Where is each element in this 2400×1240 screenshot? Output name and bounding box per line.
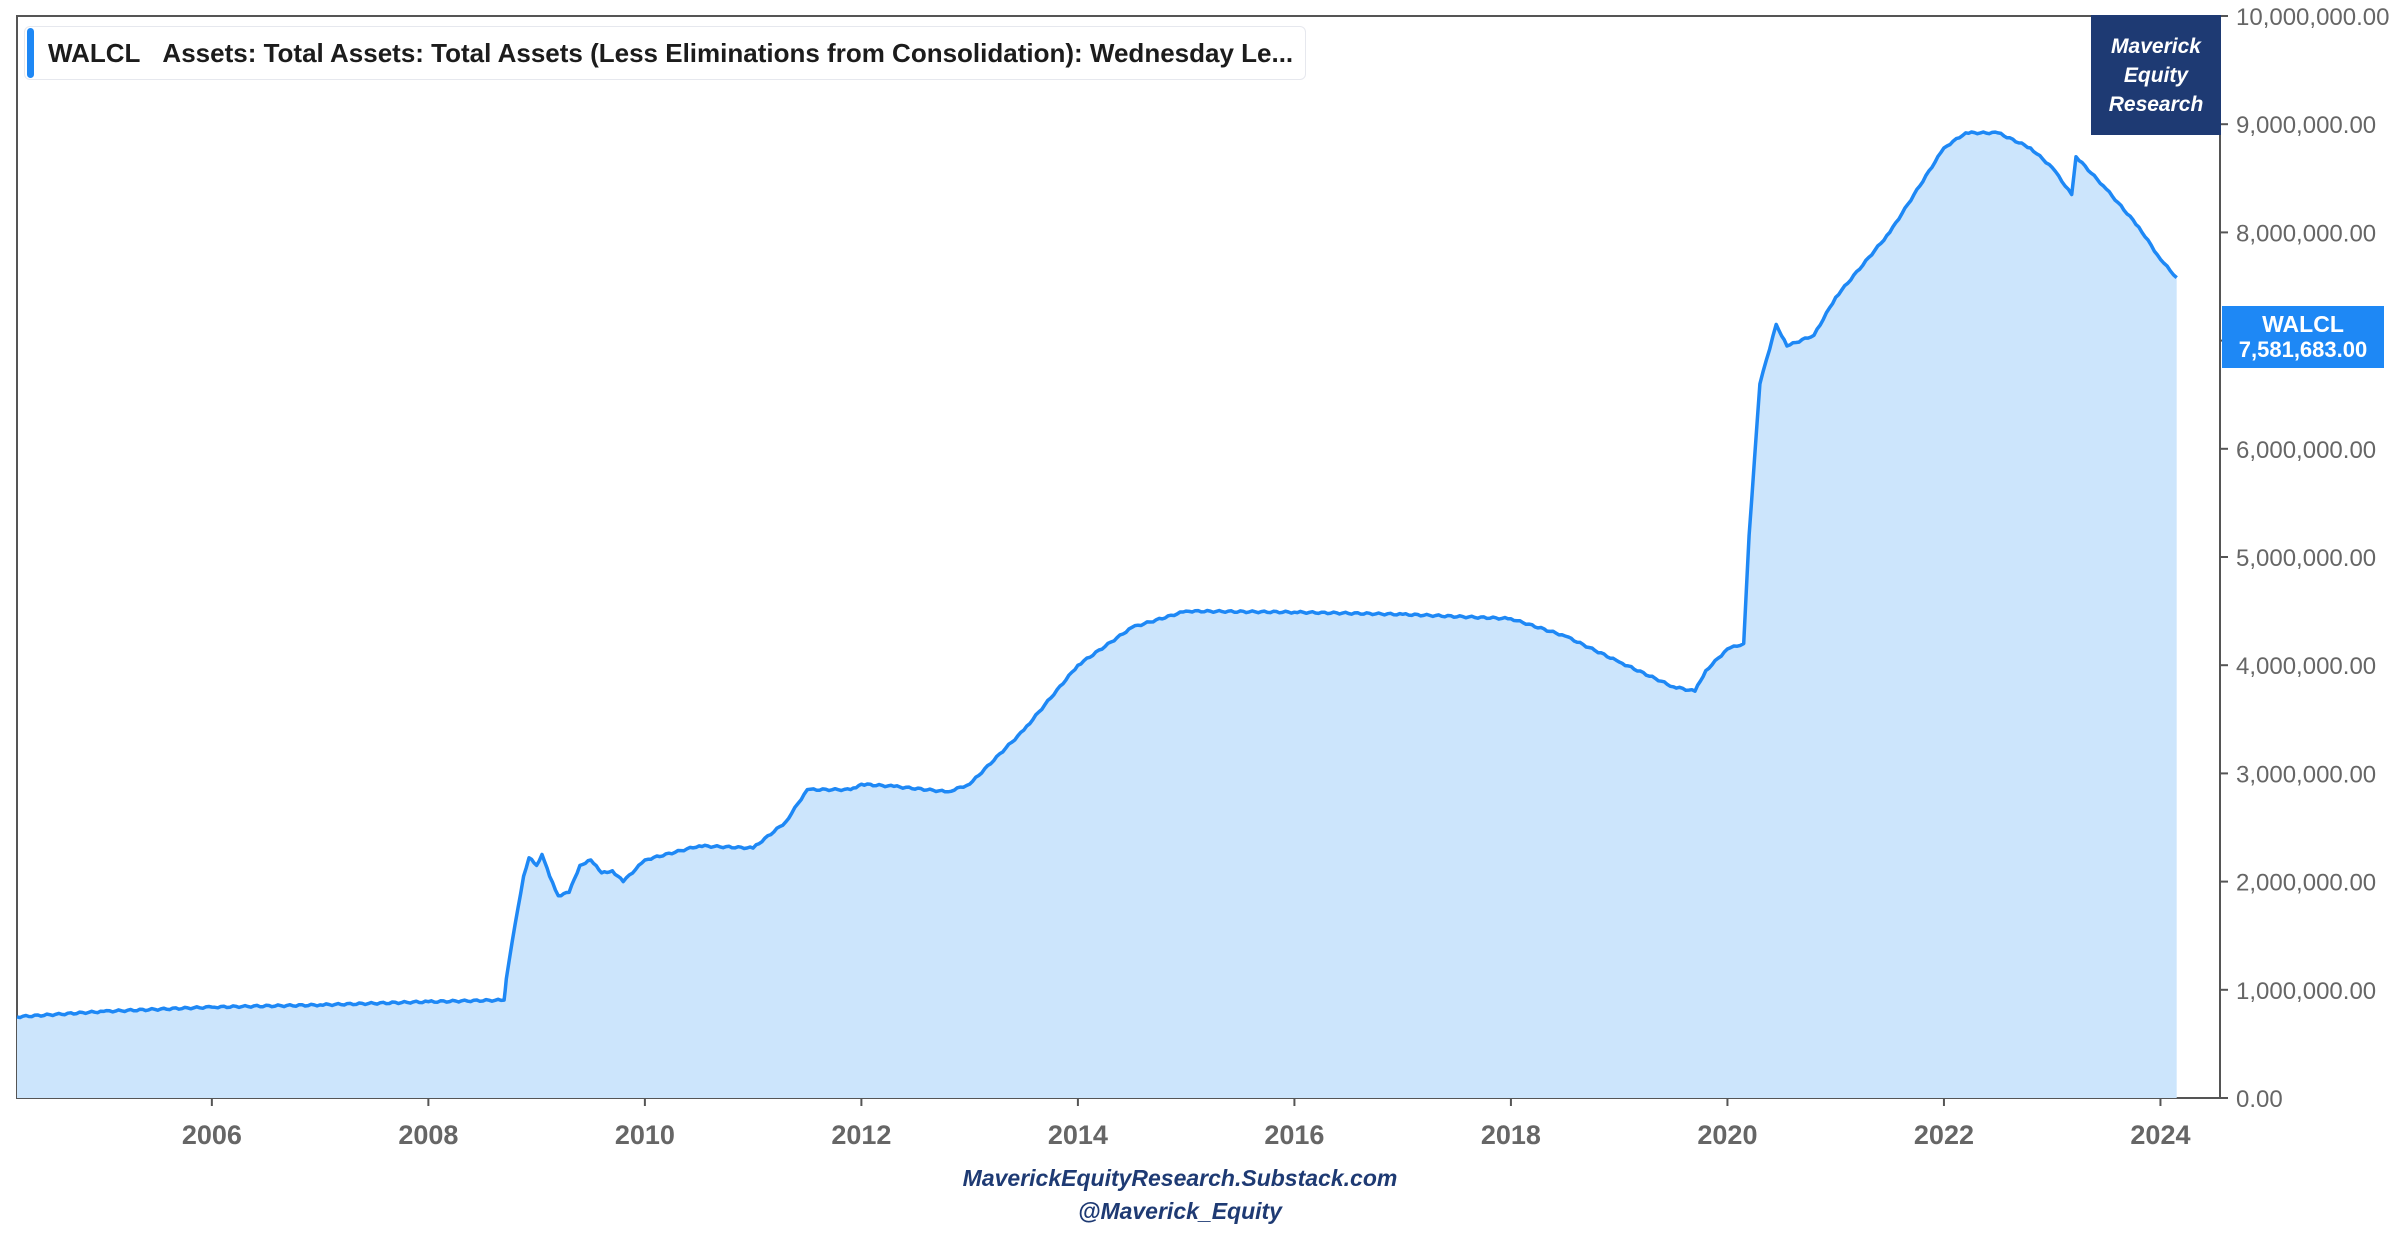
legend-symbol: WALCL — [48, 37, 141, 68]
x-tick-label: 2022 — [1914, 1120, 1974, 1150]
x-tick-label: 2010 — [615, 1120, 675, 1150]
x-tick-label: 2020 — [1697, 1120, 1757, 1150]
series-line-walcl — [16, 130, 2178, 1020]
brand-line-3: Research — [2108, 92, 2204, 116]
y-tick-label: 3,000,000.00 — [2236, 761, 2376, 788]
legend: WALCL Assets: Total Assets: Total Assets… — [24, 26, 1306, 80]
y-tick-label: 8,000,000.00 — [2236, 220, 2376, 247]
x-tick-label: 2016 — [1264, 1120, 1324, 1150]
x-tick-label: 2018 — [1481, 1120, 1541, 1150]
legend-swatch — [27, 28, 34, 78]
y-tick-label: 0.00 — [2236, 1086, 2283, 1113]
last-value-number: 7,581,683.00 — [2238, 337, 2368, 362]
last-value-symbol: WALCL — [2262, 311, 2344, 337]
footer-handle: @Maverick_Equity — [1078, 1198, 1282, 1224]
x-tick-label: 2012 — [831, 1120, 891, 1150]
y-tick-label: 6,000,000.00 — [2236, 437, 2376, 464]
footer-site-link[interactable]: MaverickEquityResearch.Substack.com — [962, 1165, 1398, 1191]
brand-line-2: Equity — [2123, 63, 2189, 87]
x-tick-label: 2006 — [182, 1120, 242, 1150]
y-tick-label: 2,000,000.00 — [2236, 870, 2376, 897]
legend-description: Assets: Total Assets: Total Assets (Less… — [162, 37, 1294, 68]
x-axis: 2006 2008 2010 2012 2014 2016 2018 2020 2022 2024 — [182, 1098, 2190, 1150]
y-tick-label: 5,000,000.00 — [2236, 545, 2376, 572]
x-tick-label: 2024 — [2130, 1120, 2190, 1150]
y-tick-label: 9,000,000.00 — [2236, 112, 2376, 139]
brand-line-1: Maverick — [2111, 34, 2201, 58]
y-tick-label: 4,000,000.00 — [2236, 653, 2376, 680]
y-tick-label: 1,000,000.00 — [2236, 978, 2376, 1005]
brand-logo: Maverick Equity Research — [2091, 15, 2221, 135]
x-tick-label: 2008 — [398, 1120, 458, 1150]
x-tick-label: 2014 — [1048, 1120, 1108, 1150]
last-value-tag: WALCL 7,581,683.00 — [2222, 306, 2384, 368]
y-tick-label: 10,000,000.00 — [2236, 4, 2389, 31]
y-axis: 0.00 1,000,000.00 2,000,000.00 3,000,000.00… — [2220, 4, 2389, 1113]
series-area-fill — [17, 132, 2177, 1098]
